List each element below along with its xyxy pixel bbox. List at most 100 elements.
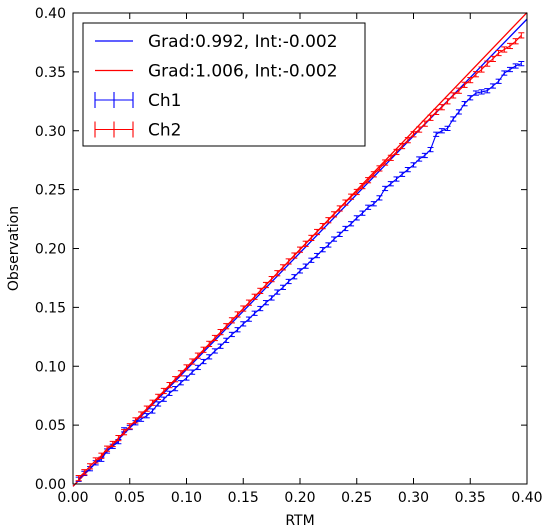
error-bar (319, 223, 326, 230)
y-tick-label: 0.10 (35, 359, 66, 375)
error-bar (506, 42, 513, 50)
error-bar (211, 334, 218, 342)
error-bar (393, 176, 400, 182)
error-bar (75, 475, 82, 482)
error-bar (376, 195, 383, 201)
error-bar (314, 252, 321, 259)
error-bar (382, 185, 389, 192)
error-bar (484, 60, 491, 67)
x-tick-label: 0.40 (511, 490, 542, 506)
error-bar (365, 204, 372, 210)
error-bar (359, 210, 366, 216)
error-bar (342, 199, 349, 206)
error-bar (501, 46, 508, 53)
error-bar (183, 375, 190, 381)
error-bar (217, 343, 224, 349)
error-bar (325, 242, 332, 248)
error-bar (285, 258, 292, 265)
error-bar (87, 463, 94, 470)
error-bar (177, 380, 184, 386)
y-axis-label: Observation (6, 206, 22, 291)
error-bar (189, 369, 196, 375)
error-bar (438, 128, 445, 134)
y-tick-label: 0.30 (35, 124, 66, 140)
error-bar (450, 116, 457, 122)
error-bar (433, 108, 440, 116)
error-bar (240, 305, 247, 312)
error-bar (149, 408, 156, 414)
error-bar (467, 95, 474, 101)
error-bar (478, 66, 485, 73)
x-tick-label: 0.35 (455, 490, 486, 506)
error-bar (495, 78, 502, 84)
error-bar (251, 293, 258, 300)
error-bar (81, 469, 88, 476)
error-bar (143, 413, 150, 419)
legend-entry: Ch2 (94, 121, 181, 141)
x-tick-label: 0.30 (398, 490, 429, 506)
series-ch2 (75, 32, 525, 482)
error-bar (166, 390, 173, 396)
error-bar (382, 159, 389, 166)
error-bar (297, 246, 303, 253)
error-bar (223, 323, 230, 330)
error-bar (314, 228, 321, 236)
y-tick-label: 0.05 (35, 418, 66, 434)
x-tick-label: 0.20 (284, 490, 315, 506)
x-tick-label: 0.05 (114, 490, 145, 506)
error-bar (274, 270, 281, 277)
error-bar (245, 299, 252, 306)
error-bar (489, 83, 496, 89)
error-bar (251, 310, 258, 316)
y-tick-label: 0.35 (35, 65, 66, 81)
legend-label: Ch2 (148, 121, 181, 141)
error-bar (478, 89, 485, 95)
error-bar (172, 376, 179, 383)
error-bar (206, 340, 213, 347)
x-tick-label: 0.25 (341, 490, 372, 506)
error-bar (472, 71, 479, 78)
error-bar (183, 364, 190, 371)
error-bar (489, 55, 496, 63)
error-bar (279, 264, 286, 271)
error-bar (104, 445, 111, 452)
error-bar (399, 142, 406, 150)
x-tick-label: 0.10 (171, 490, 202, 506)
error-bar (427, 146, 434, 153)
error-bar (365, 177, 372, 184)
error-bar (194, 364, 201, 371)
error-bar (240, 321, 247, 327)
legend-label: Ch1 (148, 91, 181, 111)
error-bar (512, 63, 519, 69)
legend-box (82, 22, 366, 147)
error-bar (518, 61, 525, 67)
error-bar (308, 234, 315, 241)
error-bar (115, 434, 122, 442)
y-tick-label: 0.15 (35, 300, 66, 316)
error-bar (427, 114, 434, 121)
error-bar (121, 429, 128, 436)
error-bar (200, 346, 207, 353)
error-bar (149, 399, 156, 406)
axis-ticks: 0.00 0.05 0.10 0.15 0.20 0.25 0.30 0.35 0.40 0.00… (35, 6, 543, 506)
error-bar (393, 148, 400, 156)
error-bar (404, 137, 411, 144)
error-bar (268, 295, 275, 301)
error-bar (376, 165, 383, 172)
error-bar (404, 166, 411, 173)
error-bar (98, 452, 105, 459)
error-bar (200, 358, 207, 365)
error-bar (348, 193, 355, 200)
error-bar (194, 352, 201, 359)
error-bar (410, 162, 417, 168)
legend-entry: Ch1 (94, 91, 181, 111)
error-bar (308, 257, 315, 263)
error-bar (444, 125, 451, 132)
error-bar (262, 281, 269, 289)
error-bar (336, 205, 343, 212)
y-tick-label: 0.00 (35, 477, 66, 493)
error-bar (461, 101, 468, 107)
error-bar (262, 300, 269, 306)
error-bar (421, 152, 428, 159)
error-bar (268, 276, 275, 283)
